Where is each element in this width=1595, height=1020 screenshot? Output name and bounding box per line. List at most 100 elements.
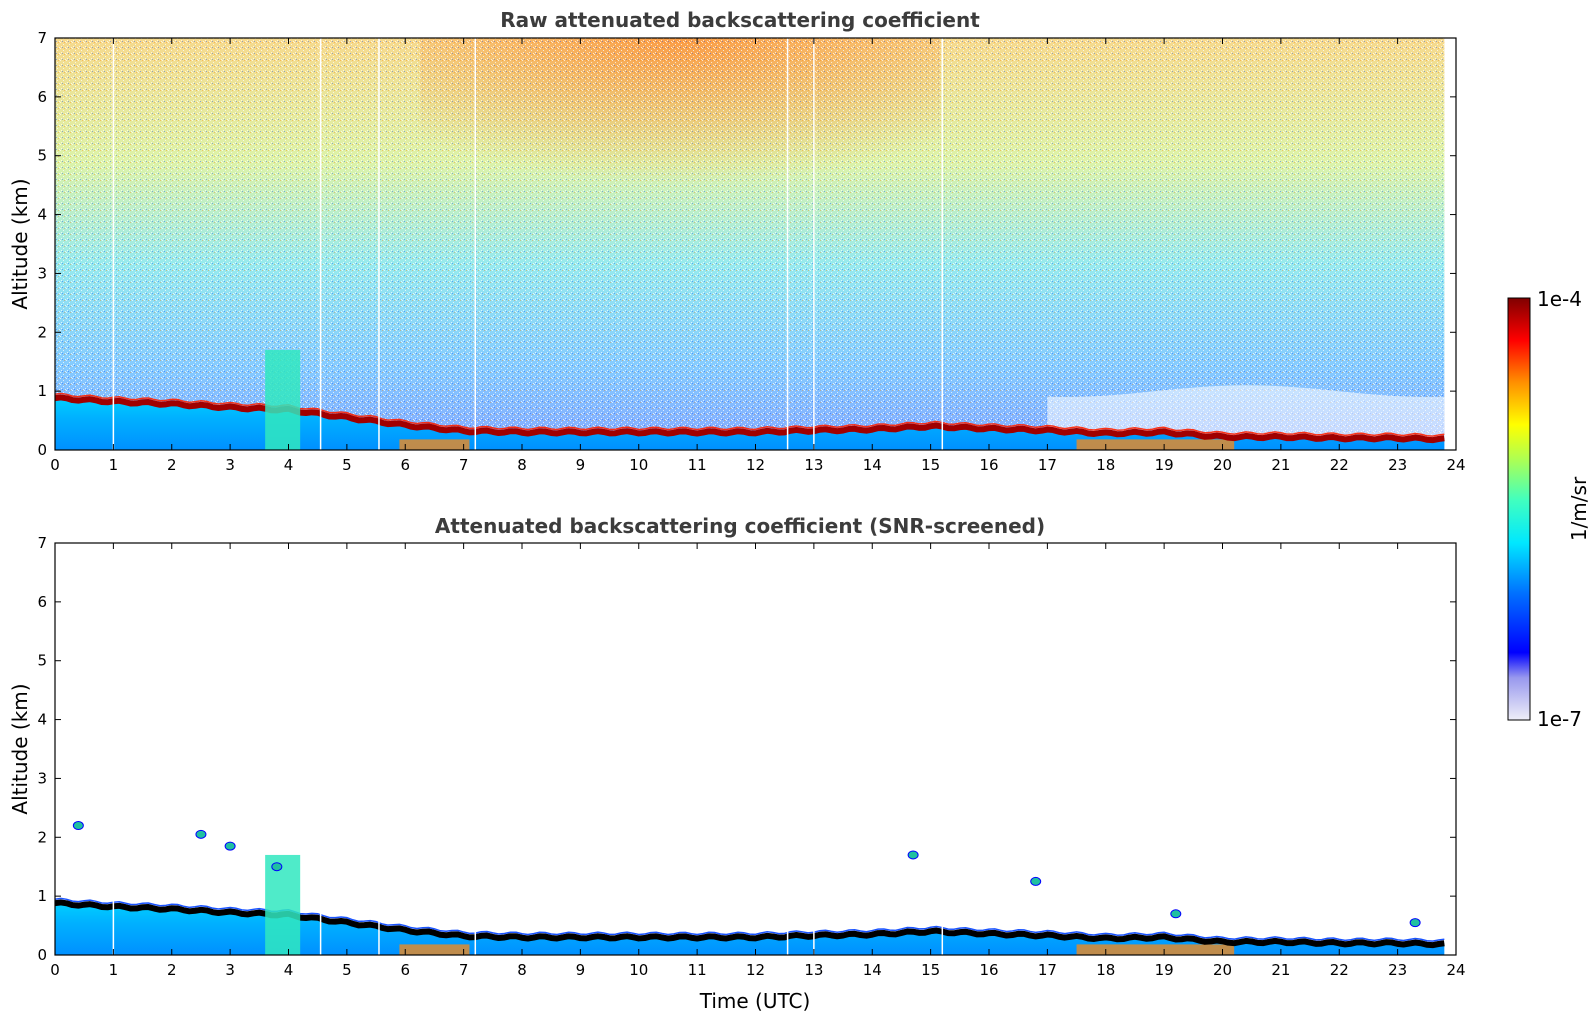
colorbar-unit-label: 1/m/sr	[1567, 476, 1591, 541]
x-tick-label: 2	[167, 456, 177, 474]
panel2-ylabel: Altitude (km)	[8, 683, 32, 814]
y-tick-label: 4	[37, 711, 47, 729]
x-tick-label: 0	[50, 961, 60, 979]
x-tick-label: 11	[688, 961, 707, 979]
isolated-feature	[1409, 918, 1421, 928]
x-tick-label: 24	[1446, 456, 1465, 474]
y-tick-label: 4	[37, 206, 47, 224]
x-tick-label: 7	[459, 456, 469, 474]
panel2-xlabel: Time (UTC)	[699, 989, 811, 1013]
isolated-feature	[224, 841, 236, 851]
x-tick-label: 14	[863, 961, 882, 979]
y-tick-label: 6	[37, 88, 47, 106]
raw-backscatter-panel: Raw attenuated backscattering coefficien…	[8, 8, 1466, 474]
isolated-feature	[907, 850, 919, 860]
x-tick-label: 17	[1038, 456, 1057, 474]
x-tick-label: 0	[50, 456, 60, 474]
x-tick-label: 5	[342, 961, 352, 979]
near-ground-band	[399, 439, 470, 450]
y-tick-label: 7	[37, 29, 47, 47]
x-tick-label: 6	[400, 456, 410, 474]
x-tick-label: 10	[629, 961, 648, 979]
aerosol-layer	[55, 397, 1445, 450]
x-tick-label: 15	[921, 961, 940, 979]
snr-screened-panel: Attenuated backscattering coefficient (S…	[8, 514, 1466, 1013]
x-tick-label: 14	[863, 456, 882, 474]
colorbar: 1e-4 1e-7 1/m/sr	[1507, 287, 1591, 731]
colorbar-gradient	[1507, 297, 1531, 721]
near-ground-band	[1076, 944, 1235, 955]
isolated-feature	[271, 862, 283, 872]
near-ground-band	[1076, 439, 1235, 450]
x-tick-label: 2	[167, 961, 177, 979]
y-tick-label: 3	[37, 264, 47, 282]
panel1-ylabel: Altitude (km)	[8, 178, 32, 309]
x-tick-label: 18	[1096, 456, 1115, 474]
panel2-title: Attenuated backscattering coefficient (S…	[435, 514, 1045, 538]
x-tick-label: 13	[804, 961, 823, 979]
x-tick-label: 20	[1213, 456, 1232, 474]
x-tick-label: 11	[688, 456, 707, 474]
panel1-x-ticks: 0 1 2 3 4 5 6 7 8 9 10 11 12 13 14 15 16 17 18 19 20 21 22 23 24	[50, 38, 1466, 474]
x-tick-label: 24	[1446, 961, 1465, 979]
x-tick-label: 9	[576, 961, 586, 979]
x-tick-label: 3	[225, 456, 235, 474]
x-tick-label: 17	[1038, 961, 1057, 979]
y-tick-label: 2	[37, 828, 47, 846]
x-tick-label: 1	[109, 456, 119, 474]
x-tick-label: 4	[284, 961, 294, 979]
x-tick-label: 23	[1388, 961, 1407, 979]
x-tick-label: 19	[1155, 456, 1174, 474]
x-tick-label: 9	[576, 456, 586, 474]
x-tick-label: 23	[1388, 456, 1407, 474]
panel1-heatmap	[54, 38, 1445, 450]
x-tick-label: 15	[921, 456, 940, 474]
plume-feature	[265, 349, 301, 450]
x-tick-label: 7	[459, 961, 469, 979]
isolated-feature	[72, 821, 84, 831]
plume-feature	[265, 854, 301, 955]
x-tick-label: 20	[1213, 961, 1232, 979]
x-tick-label: 12	[746, 961, 765, 979]
x-tick-label: 5	[342, 456, 352, 474]
x-tick-label: 18	[1096, 961, 1115, 979]
y-tick-label: 1	[37, 887, 47, 905]
panel1-title: Raw attenuated backscattering coefficien…	[500, 8, 980, 32]
x-tick-label: 8	[517, 456, 527, 474]
x-tick-label: 21	[1271, 961, 1290, 979]
panel2-y-ticks: 0 1 2 3 4 5 6 7	[37, 534, 1456, 964]
x-tick-label: 22	[1330, 961, 1349, 979]
x-tick-label: 16	[979, 961, 998, 979]
x-tick-label: 22	[1330, 456, 1349, 474]
y-tick-label: 1	[37, 382, 47, 400]
panel2-heatmap	[54, 543, 1445, 955]
aerosol-layer	[55, 902, 1445, 955]
isolated-feature	[1030, 876, 1042, 886]
x-tick-label: 21	[1271, 456, 1290, 474]
y-tick-label: 6	[37, 593, 47, 611]
colorbar-min-label: 1e-7	[1537, 707, 1582, 731]
x-tick-label: 1	[109, 961, 119, 979]
x-tick-label: 13	[804, 456, 823, 474]
panel2-x-ticks: 0 1 2 3 4 5 6 7 8 9 10 11 12 13 14 15 16 17 18 19 20 21 22 23 24	[50, 543, 1466, 979]
clear-zone	[1047, 385, 1445, 439]
near-ground-band	[399, 944, 470, 955]
y-tick-label: 0	[37, 441, 47, 459]
x-tick-label: 12	[746, 456, 765, 474]
x-tick-label: 6	[400, 961, 410, 979]
y-tick-label: 0	[37, 946, 47, 964]
x-tick-label: 19	[1155, 961, 1174, 979]
isolated-feature	[195, 829, 207, 839]
x-tick-label: 16	[979, 456, 998, 474]
x-tick-label: 8	[517, 961, 527, 979]
x-tick-label: 10	[629, 456, 648, 474]
y-tick-label: 5	[37, 652, 47, 670]
isolated-feature	[1170, 909, 1182, 919]
colorbar-max-label: 1e-4	[1537, 287, 1582, 311]
y-tick-label: 2	[37, 323, 47, 341]
x-tick-label: 4	[284, 456, 294, 474]
x-tick-label: 3	[225, 961, 235, 979]
y-tick-label: 3	[37, 769, 47, 787]
panel1-y-ticks: 0 1 2 3 4 5 6 7	[37, 29, 1456, 459]
